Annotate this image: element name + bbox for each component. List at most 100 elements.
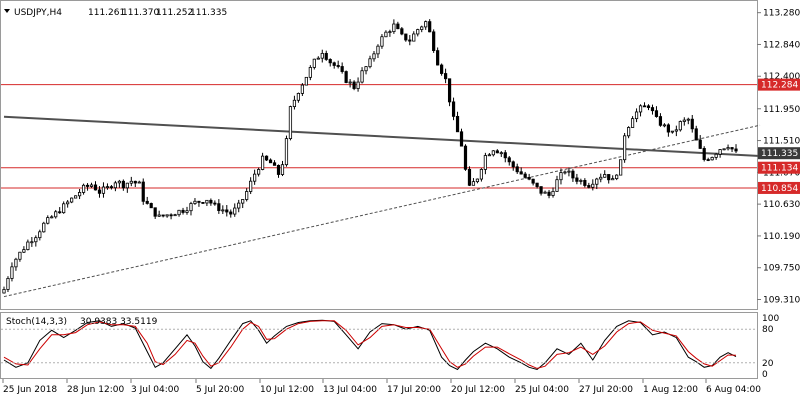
candle-body	[642, 105, 647, 108]
candle-body	[34, 237, 38, 243]
candle-body	[149, 203, 153, 209]
candle-body	[89, 184, 94, 187]
candle-body	[674, 129, 678, 132]
time-tick-label: 5 Jul 20:00	[196, 385, 245, 395]
candle-body	[344, 71, 348, 83]
candle-body	[666, 124, 670, 133]
candle-body	[260, 155, 265, 170]
stochastic-lines	[3, 319, 737, 371]
price-tags: 112.284 111.134 110.854 111.335	[758, 78, 800, 194]
candle-body	[308, 67, 312, 78]
candle-body	[217, 203, 221, 211]
candle-body	[296, 92, 301, 101]
candle-body	[523, 173, 527, 178]
candle-body	[348, 81, 352, 84]
candle-body	[547, 191, 551, 196]
candle-body	[539, 186, 543, 194]
dropdown-triangle-icon[interactable]	[4, 9, 10, 13]
quote-low: 111.252	[156, 8, 193, 18]
candle-body	[253, 173, 257, 182]
candles	[2, 19, 738, 294]
candle-body	[129, 180, 133, 184]
candle-body	[599, 176, 603, 180]
candle-body	[70, 197, 74, 203]
candle-body	[400, 28, 404, 35]
candle-body	[440, 64, 444, 74]
candle-body	[670, 130, 674, 133]
candle-body	[237, 202, 241, 209]
level-tag-label: 111.134	[761, 164, 798, 174]
candle-body	[627, 127, 631, 137]
candle-body	[404, 33, 408, 41]
candle-body	[360, 70, 364, 83]
candle-body	[579, 180, 583, 182]
candle-body	[173, 214, 177, 217]
level-tag-label: 110.854	[761, 184, 798, 194]
candle-body	[384, 31, 388, 38]
candle-body	[447, 78, 452, 103]
candle-body	[233, 207, 237, 215]
current-price-label: 111.335	[761, 149, 798, 159]
trendlines	[3, 115, 761, 298]
candle-body	[463, 145, 468, 170]
candle-body	[133, 180, 137, 184]
candle-body	[177, 209, 181, 216]
candle-body	[678, 121, 682, 131]
candle-body	[153, 207, 157, 217]
candle-body	[630, 118, 635, 128]
candle-body	[157, 214, 161, 217]
candle-body	[241, 199, 245, 204]
candle-body	[567, 170, 571, 173]
candle-body	[575, 177, 579, 182]
stoch-d-line	[3, 320, 737, 369]
price-tick-label: 110.190	[763, 232, 800, 242]
candle-body	[249, 180, 253, 192]
symbol-label: USDJPY,H4	[14, 8, 62, 18]
stoch-tick-label: 100	[762, 314, 779, 324]
candle-body	[193, 200, 197, 204]
candle-body	[559, 172, 563, 181]
candle-body	[424, 21, 428, 28]
candle-body	[710, 156, 714, 161]
candle-body	[81, 184, 86, 193]
candle-body	[18, 251, 22, 260]
candle-body	[54, 211, 58, 218]
time-tick-label: 17 Jul 20:00	[387, 385, 441, 395]
candle-body	[702, 148, 706, 160]
candle-body	[292, 99, 297, 108]
candle-body	[280, 164, 285, 175]
candle-body	[85, 184, 90, 187]
candle-body	[312, 58, 316, 68]
candle-body	[483, 155, 487, 170]
candle-body	[491, 150, 495, 156]
candle-body	[6, 278, 10, 290]
candle-body	[646, 105, 651, 108]
price-tick-label: 109.750	[763, 264, 800, 274]
candle-body	[734, 148, 738, 152]
candle-body	[221, 209, 225, 212]
candle-body	[189, 203, 193, 212]
candle-body	[332, 62, 336, 66]
candle-body	[352, 81, 356, 89]
time-tick-label: 3 Jul 04:00	[131, 385, 180, 395]
candle-body	[145, 200, 149, 204]
candle-body	[428, 21, 432, 33]
candle-body	[694, 128, 698, 141]
price-tick-label: 112.400	[763, 72, 800, 82]
candle-body	[455, 115, 460, 133]
candle-body	[50, 216, 54, 219]
time-tick-label: 27 Jul 20:00	[579, 385, 633, 395]
candle-body	[499, 152, 503, 155]
candle-body	[38, 231, 42, 239]
candle-body	[101, 186, 106, 194]
price-tick-label: 110.630	[763, 200, 800, 210]
candle-body	[165, 214, 169, 217]
candle-body	[225, 209, 229, 213]
candle-body	[714, 153, 718, 158]
candle-body	[197, 200, 201, 203]
candle-body	[706, 159, 710, 161]
candle-body	[209, 199, 213, 204]
time-tick-label: 20 Jul 12:00	[451, 385, 505, 395]
level-tag	[758, 181, 800, 194]
